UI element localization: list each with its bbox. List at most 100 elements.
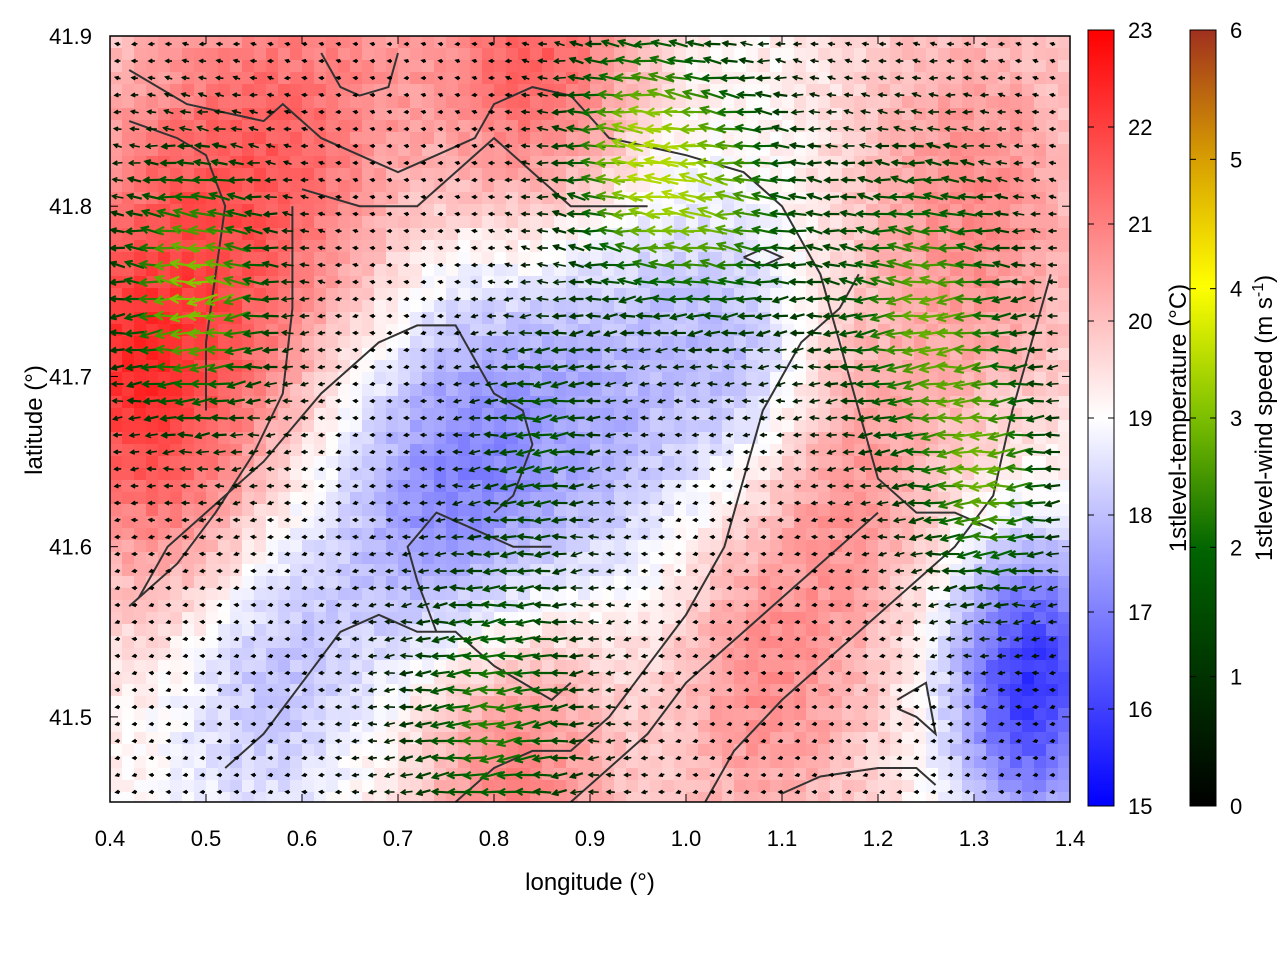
heatmap-cell [158,468,171,481]
heatmap-cell [338,480,351,493]
heatmap-cell [326,684,339,697]
heatmap-cell [782,540,795,553]
heatmap-cell [854,660,867,673]
heatmap-cell [1022,168,1035,181]
heatmap-cell [146,336,159,349]
heatmap-cell [386,300,399,313]
heatmap-cell [758,96,771,109]
heatmap-cell [506,504,519,517]
heatmap-cell [218,84,231,97]
heatmap-cell [302,96,315,109]
heatmap-cell [314,576,327,589]
heatmap-cell [506,300,519,313]
heatmap-cell [242,252,255,265]
heatmap-cell [350,168,363,181]
heatmap-cell [278,768,291,781]
heatmap-cell [374,276,387,289]
heatmap-cell [182,660,195,673]
heatmap-cell [698,408,711,421]
heatmap-cell [290,120,303,133]
heatmap-cell [878,732,891,745]
heatmap-cell [314,660,327,673]
heatmap-cell [998,384,1011,397]
heatmap-cell [170,456,183,469]
heatmap-cell [434,252,447,265]
heatmap-cell [794,588,807,601]
heatmap-cell [218,48,231,61]
heatmap-cell [218,216,231,229]
heatmap-cell [794,648,807,661]
heatmap-cell [242,696,255,709]
heatmap-cell [194,588,207,601]
heatmap-cell [338,672,351,685]
heatmap-cell [722,708,735,721]
heatmap-cell [974,420,987,433]
heatmap-cell [194,36,207,49]
heatmap-cell [374,312,387,325]
heatmap-cell [674,624,687,637]
heatmap-cell [314,144,327,157]
heatmap-cell [242,792,255,802]
heatmap-cell [410,168,423,181]
heatmap-cell [962,660,975,673]
heatmap-cell [170,444,183,457]
heatmap-cell [194,600,207,613]
heatmap-cell [578,624,591,637]
heatmap-cell [302,288,315,301]
heatmap-cell [1034,228,1047,241]
heatmap-cell [878,504,891,517]
heatmap-cell [278,264,291,277]
heatmap-cell [770,96,783,109]
heatmap-cell [218,540,231,553]
heatmap-cell [206,552,219,565]
heatmap-cell [674,96,687,109]
heatmap-cell [698,336,711,349]
heatmap-cell [290,732,303,745]
heatmap-cell [1022,300,1035,313]
heatmap-cell [302,36,315,49]
heatmap-cell [1022,180,1035,193]
heatmap-cell [134,516,147,529]
heatmap-cell [794,180,807,193]
heatmap-cell [470,300,483,313]
heatmap-cell [662,420,675,433]
heatmap-cell [782,516,795,529]
heatmap-cell [194,336,207,349]
heatmap-cell [806,708,819,721]
heatmap-cell [746,324,759,337]
heatmap-cell [242,480,255,493]
heatmap-cell [350,96,363,109]
heatmap-cell [170,576,183,589]
heatmap-cell [218,60,231,73]
heatmap-cell [122,552,135,565]
heatmap-cell [542,36,555,49]
heatmap-cell [494,168,507,181]
heatmap-cell [170,84,183,97]
heatmap-cell [938,540,951,553]
heatmap-cell [698,720,711,733]
heatmap-cell [374,576,387,589]
heatmap-cell [818,96,831,109]
heatmap-cell [674,180,687,193]
heatmap-cell [122,420,135,433]
heatmap-cell [410,396,423,409]
heatmap-cell [746,660,759,673]
heatmap-cell [218,456,231,469]
heatmap-cell [134,708,147,721]
heatmap-cell [866,540,879,553]
heatmap-cell [926,540,939,553]
heatmap-cell [278,588,291,601]
heatmap-cell [266,216,279,229]
heatmap-cell [350,696,363,709]
heatmap-cell [530,336,543,349]
heatmap-cell [974,720,987,733]
heatmap-cell [758,540,771,553]
heatmap-cell [1046,96,1059,109]
heatmap-cell [494,216,507,229]
heatmap-cell [494,120,507,133]
heatmap-cell [326,420,339,433]
heatmap-cell [362,708,375,721]
heatmap-cell [158,540,171,553]
heatmap-cell [146,300,159,313]
heatmap-cell [926,744,939,757]
